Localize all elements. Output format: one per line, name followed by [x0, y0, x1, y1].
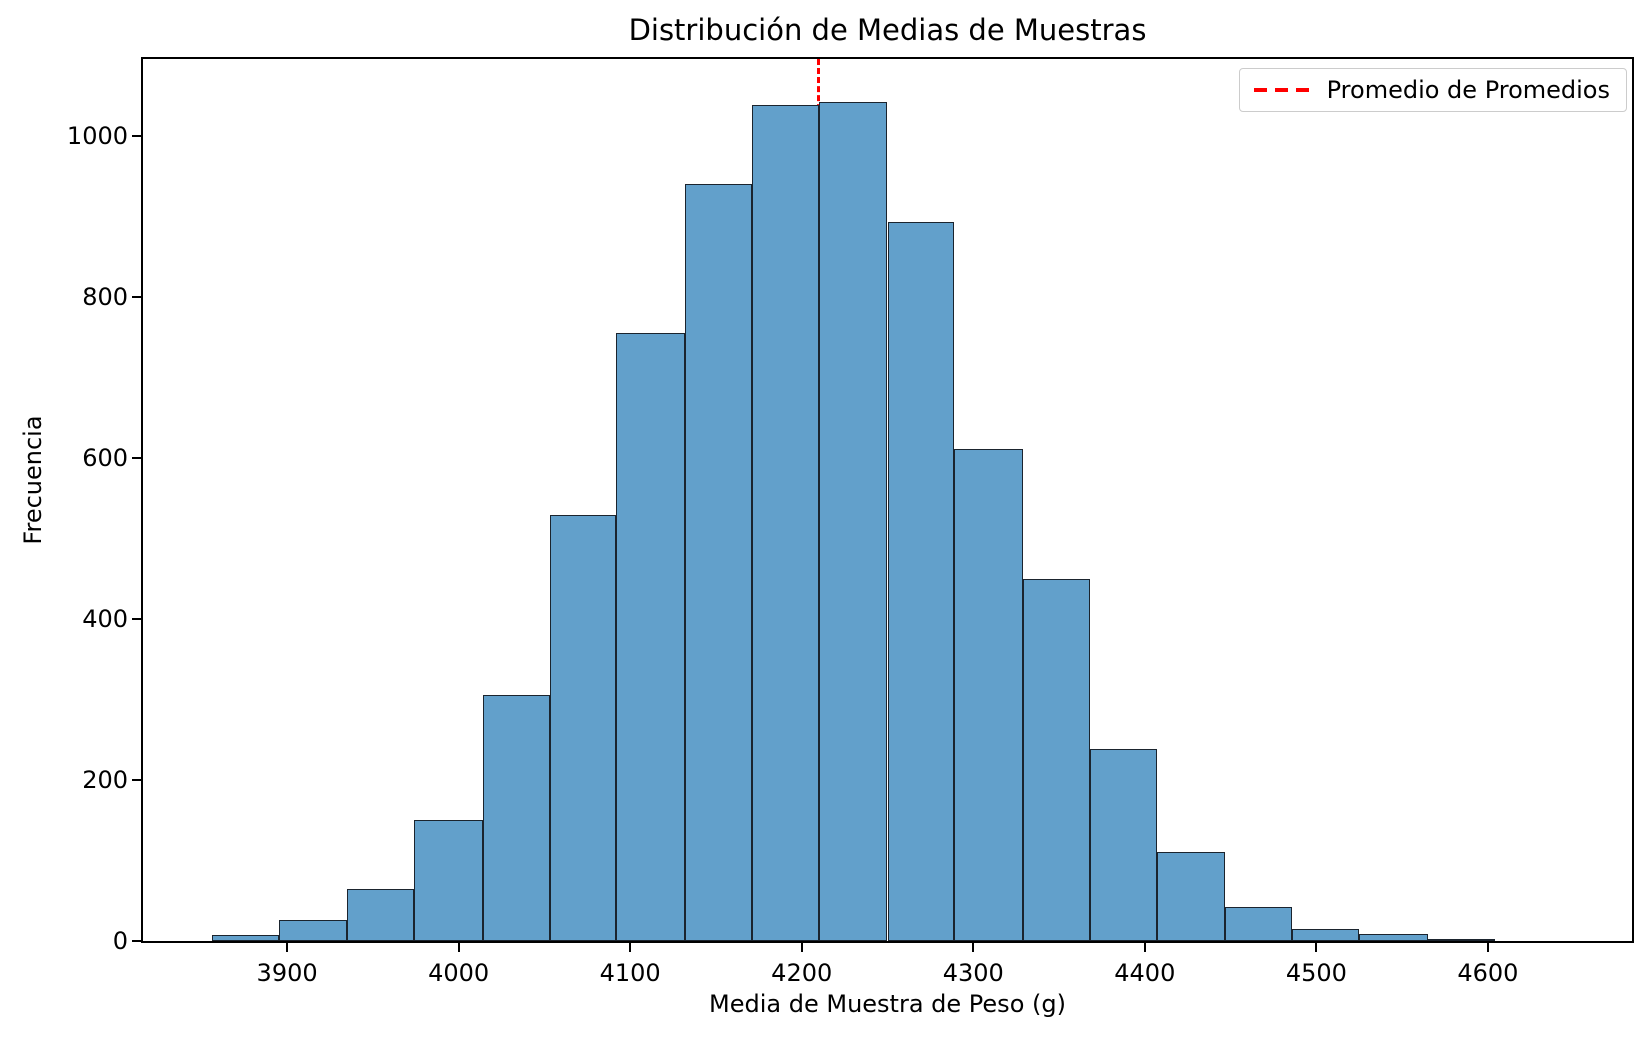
x-tick-label: 4400	[1114, 959, 1176, 987]
histogram-bar	[1089, 749, 1157, 941]
histogram-bar	[278, 920, 348, 941]
x-tick-mark	[457, 943, 460, 952]
bars-layer	[143, 59, 1632, 942]
histogram-bar	[482, 695, 550, 941]
y-tick-mark	[132, 617, 141, 620]
histogram-bar	[1023, 579, 1090, 941]
legend-dashed-line-sample	[1253, 88, 1309, 92]
y-tick-label: 600	[82, 443, 128, 472]
y-tick-label: 200	[82, 765, 128, 794]
histogram-bar	[887, 221, 955, 941]
x-tick-label: 4000	[428, 959, 490, 987]
legend-label: Promedio de Promedios	[1326, 76, 1610, 104]
x-tick-mark	[1315, 943, 1318, 952]
histogram-bar	[954, 448, 1023, 941]
x-tick-label: 3900	[256, 959, 318, 987]
x-tick-label: 4300	[942, 959, 1004, 987]
histogram-bar	[1359, 933, 1428, 941]
legend: Promedio de Promedios	[1238, 68, 1627, 112]
histogram-bar	[414, 820, 483, 941]
histogram-bar	[685, 183, 752, 941]
histogram-bar	[1156, 852, 1226, 941]
x-axis-label: Media de Muestra de Peso (g)	[709, 990, 1066, 1018]
y-tick-mark	[132, 456, 141, 459]
y-tick-label: 1000	[66, 121, 128, 150]
legend-dash-icon	[1274, 88, 1288, 92]
histogram-bar	[347, 889, 415, 941]
legend-dash-icon	[1295, 88, 1309, 92]
chart-title: Distribución de Medias de Muestras	[628, 13, 1147, 47]
plot-area: Promedio de Promedios 3900 4000 4100 4200 43…	[67, 57, 1634, 987]
x-tick-mark	[629, 943, 632, 952]
y-tick-label: 800	[82, 282, 128, 311]
x-tick-label: 4600	[1457, 959, 1519, 987]
histogram-bar	[818, 102, 888, 941]
x-tick-label: 4500	[1285, 959, 1347, 987]
histogram-bar	[211, 935, 279, 941]
histogram-bar	[1225, 907, 1293, 941]
x-tick-label: 4100	[599, 959, 661, 987]
histogram-bar	[616, 332, 686, 941]
x-tick-mark	[286, 943, 289, 952]
histogram-bar	[549, 514, 617, 941]
histogram-bar	[751, 104, 819, 941]
y-tick-mark	[132, 134, 141, 137]
y-tick-label: 0	[112, 927, 128, 955]
y-tick-mark	[132, 778, 141, 781]
x-tick-mark	[800, 943, 803, 952]
y-tick-label: 400	[82, 604, 128, 633]
x-tick-mark	[1486, 943, 1489, 952]
y-tick-mark	[132, 295, 141, 298]
x-tick-mark	[1143, 943, 1146, 952]
y-axis-label: Frecuencia	[19, 415, 47, 545]
histogram-bar	[1427, 939, 1495, 942]
x-tick-label: 4200	[771, 959, 833, 987]
histogram-bar	[1292, 928, 1360, 941]
x-tick-mark	[972, 943, 975, 952]
legend-dash-icon	[1253, 88, 1267, 92]
y-tick-mark	[132, 940, 141, 942]
